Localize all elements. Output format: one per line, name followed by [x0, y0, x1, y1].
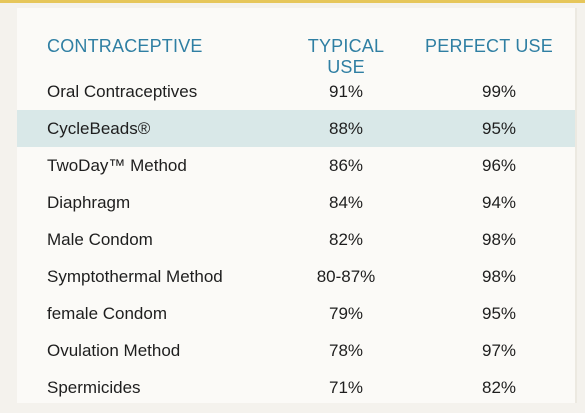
perfect-use-cell: 98%: [481, 230, 517, 249]
perfect-use-cell: 95%: [481, 304, 517, 323]
method-cell: female Condom: [47, 304, 168, 323]
table-row: TwoDay™ Method 86% 96%: [17, 147, 575, 184]
typical-use-cell: 82%: [328, 230, 364, 249]
typical-use-cell: 71%: [328, 378, 364, 397]
typical-use-cell: 91%: [328, 82, 364, 101]
table-row-highlighted: CycleBeads® 88% 95%: [17, 110, 575, 147]
method-cell: TwoDay™ Method: [47, 156, 187, 175]
perfect-use-cell: 82%: [481, 378, 517, 397]
table-row: Oral Contraceptives 91% 99%: [17, 73, 575, 110]
typical-use-cell: 78%: [328, 341, 364, 360]
table-row: Symptothermal Method 80-87% 98%: [17, 258, 575, 295]
effectiveness-table: CONTRACEPTIVE TYPICAL USE PERFECT USE Or…: [17, 8, 577, 403]
header-typical-use: TYPICAL USE: [307, 36, 385, 77]
typical-use-cell: 79%: [328, 304, 364, 323]
table-row: Ovulation Method 78% 97%: [17, 332, 575, 369]
perfect-use-cell: 95%: [481, 119, 517, 138]
table-row: female Condom 79% 95%: [17, 295, 575, 332]
perfect-use-cell: 99%: [481, 82, 517, 101]
method-cell: Diaphragm: [47, 193, 131, 212]
header-perfect-use: PERFECT USE: [425, 36, 553, 56]
perfect-use-cell: 94%: [481, 193, 517, 212]
method-cell: Oral Contraceptives: [47, 82, 198, 101]
table-header: CONTRACEPTIVE TYPICAL USE PERFECT USE: [17, 36, 575, 77]
table-row: Spermicides 71% 82%: [17, 369, 575, 406]
typical-use-cell: 84%: [328, 193, 364, 212]
typical-use-cell: 80-87%: [316, 267, 376, 286]
header-contraceptive: CONTRACEPTIVE: [47, 36, 203, 56]
typical-use-cell: 88%: [328, 119, 364, 138]
method-cell: Male Condom: [47, 230, 153, 249]
perfect-use-cell: 96%: [481, 156, 517, 175]
table-row: Male Condom 82% 98%: [17, 221, 575, 258]
perfect-use-cell: 98%: [481, 267, 517, 286]
method-cell: Symptothermal Method: [47, 267, 223, 286]
method-cell: Ovulation Method: [47, 341, 181, 360]
top-accent-line: [0, 0, 585, 3]
perfect-use-cell: 97%: [481, 341, 517, 360]
table-body: Oral Contraceptives 91% 99% CycleBeads® …: [17, 73, 575, 406]
method-cell: Spermicides: [47, 378, 141, 397]
method-cell: CycleBeads®: [47, 119, 151, 138]
typical-use-cell: 86%: [328, 156, 364, 175]
table-row: Diaphragm 84% 94%: [17, 184, 575, 221]
